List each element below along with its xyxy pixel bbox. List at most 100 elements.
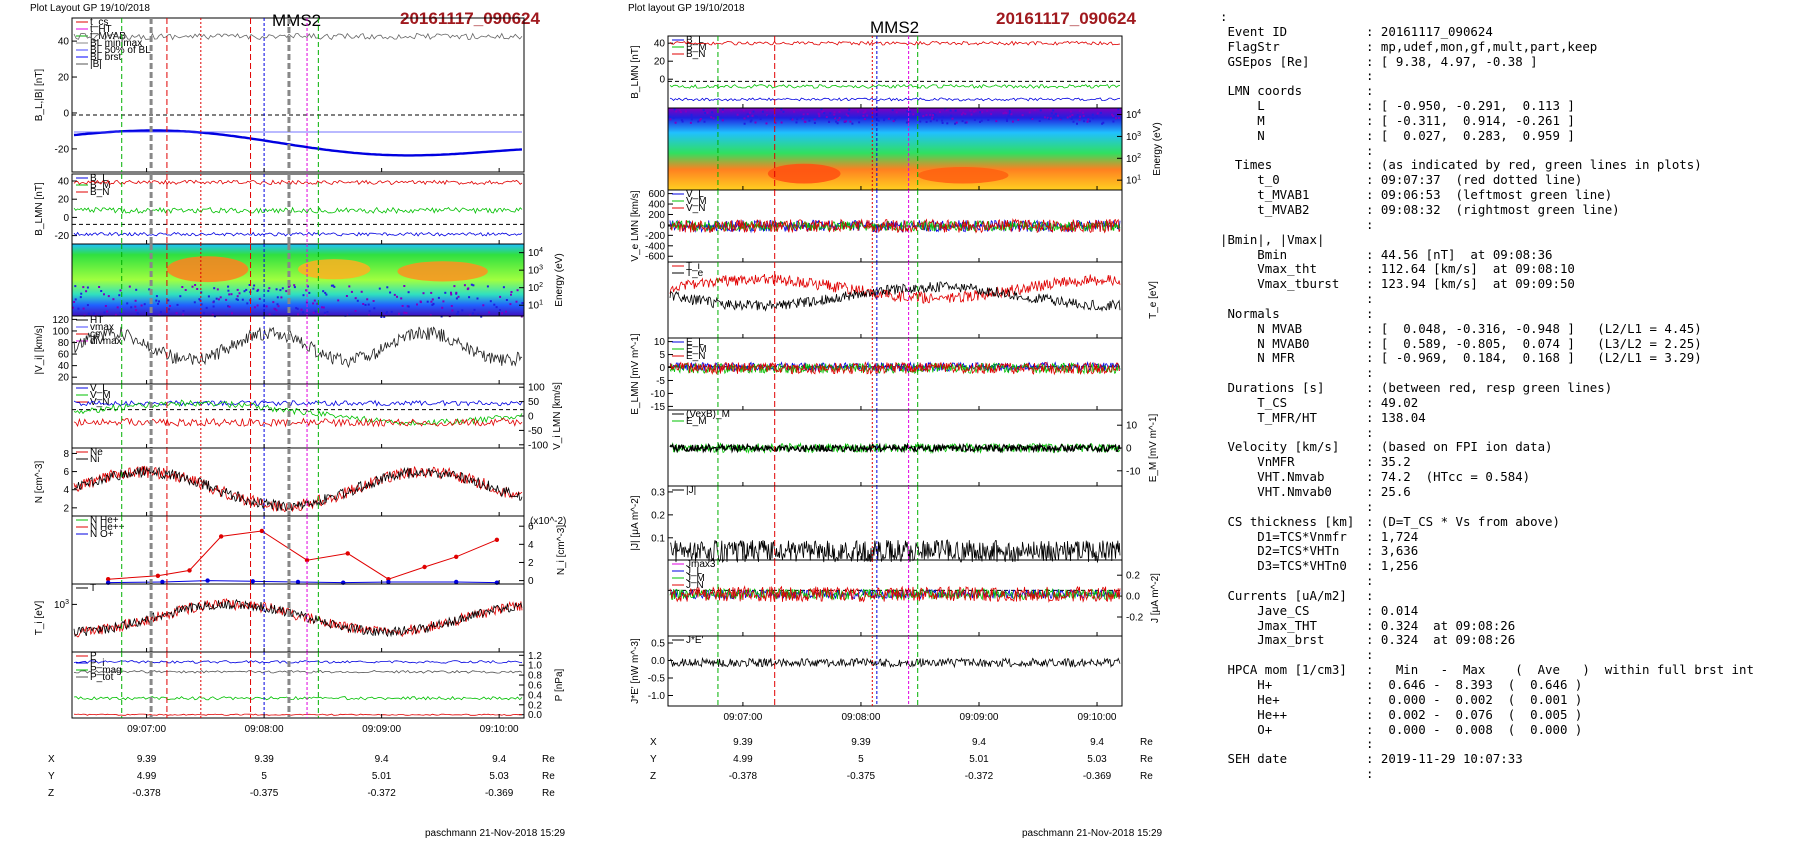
spectrogram-blob <box>917 167 1009 184</box>
info-key: Vmax_tburst <box>1220 276 1340 292</box>
y-tick-label: -100 <box>528 440 548 451</box>
spectrogram-speck <box>849 120 852 123</box>
spectrogram-speck <box>87 312 90 315</box>
y-tick-label: 80 <box>58 338 70 349</box>
spectrogram-speck <box>800 116 803 119</box>
legend-label: HT <box>90 315 103 326</box>
spectrogram-speck <box>721 108 724 111</box>
legend-label: B_N <box>686 49 705 60</box>
spectrogram-speck <box>749 120 752 123</box>
position-value: 9.39 <box>851 737 871 748</box>
spectrogram-speck <box>1099 111 1102 114</box>
spectrogram-speck <box>987 119 990 121</box>
spectrogram-speck <box>77 307 80 310</box>
spectrogram-speck <box>235 298 238 301</box>
legend-label: E_L <box>686 337 704 348</box>
info-key: Normals <box>1220 305 1280 321</box>
info-value: : 0.324 at 09:08:26 <box>1366 617 1516 633</box>
info-key: T_CS <box>1220 394 1288 410</box>
legend-label: B_M <box>686 42 707 53</box>
info-line: t_MVAB1: 09:06:53 (leftmost green line) <box>1220 187 1800 203</box>
info-line: N MVAB0: [ 0.589, -0.805, 0.074 ] (L3/L2… <box>1220 336 1800 352</box>
spectrogram-speck <box>333 285 336 288</box>
info-value: : 1,724 <box>1366 528 1419 544</box>
spectrogram-speck <box>804 120 807 123</box>
spectrogram-speck <box>510 293 512 296</box>
y-tick-label: -0.2 <box>1126 613 1144 624</box>
info-line: Bmin: 44.56 [nT] at 09:08:36 <box>1220 247 1800 263</box>
spectrogram-speck <box>126 302 129 305</box>
spectrogram-speck <box>1008 110 1011 113</box>
spectrogram-speck <box>981 111 984 114</box>
spectrogram-speck <box>950 114 953 117</box>
legend-label: P_i <box>90 658 104 669</box>
spectrogram-speck <box>373 307 376 310</box>
data-trace <box>669 361 1120 376</box>
spectrogram-speck <box>182 310 185 312</box>
info-line: He++: 0.002 - 0.076 ( 0.005 ) <box>1220 706 1800 723</box>
spectrogram-speck <box>330 284 333 287</box>
spectrogram-speck <box>1076 114 1079 117</box>
data-trace <box>73 179 523 186</box>
info-key: T_MFR/HT <box>1220 409 1317 425</box>
spectrogram-speck <box>236 295 239 298</box>
spectrogram-speck <box>1087 118 1090 121</box>
y-tick-label: 6 <box>528 522 534 533</box>
info-key: Jmax_brst <box>1220 632 1325 648</box>
spectrogram-speck <box>1053 114 1055 117</box>
position-row-label: Y <box>48 771 55 782</box>
data-trace <box>73 32 523 41</box>
spectrogram-speck <box>276 303 279 306</box>
y-axis-label: N [cm^-3] <box>34 461 45 504</box>
panel-frame <box>667 35 1123 109</box>
legend-label: cs <box>90 329 100 340</box>
info-line: Times: (as indicated by red, green lines… <box>1220 158 1800 173</box>
x-tick-label: 09:10:00 <box>1078 712 1117 723</box>
spectrogram-speck <box>332 284 335 287</box>
y-tick-label: 120 <box>52 315 69 326</box>
panel-1: 40 20 0 B_LMN [nT] B_LB_MB_N <box>630 35 1123 109</box>
panel-frame <box>71 651 525 719</box>
spectrogram-speck <box>312 311 315 314</box>
spectrogram-speck <box>678 109 681 112</box>
middle-header: Plot layout GP 19/10/2018 <box>628 3 745 14</box>
info-line: T_CS: 49.02 <box>1220 394 1800 411</box>
y-tick-label: 20 <box>654 57 666 68</box>
spectrogram-speck <box>267 289 270 292</box>
info-value: : [ 0.027, 0.283, 0.959 ] <box>1366 127 1575 143</box>
spectrogram-speck <box>847 112 850 115</box>
position-value: 9.39 <box>137 754 157 765</box>
info-key: He++ <box>1220 706 1288 722</box>
spectrogram-speck <box>697 120 700 123</box>
info-key: t_MVAB1 <box>1220 187 1310 203</box>
legend-label: |B| <box>90 59 102 70</box>
info-value: : (D=T_CS * Vs from above) <box>1366 513 1560 529</box>
legend-label: T_e <box>686 268 704 279</box>
spectrogram-speck <box>991 108 994 111</box>
legend-label: N O+ <box>90 529 114 540</box>
panel-9: 1.21.00.80.60.40.20.0 P [nPa] PP_iP_magP_t… <box>71 651 565 721</box>
spectrogram-speck <box>275 288 278 291</box>
info-line: |Bmin|, |Vmax| <box>1220 232 1800 248</box>
data-trace <box>73 417 523 428</box>
position-value: 4.99 <box>733 754 753 765</box>
spectrogram-speck <box>158 314 161 317</box>
spectrogram-speck <box>912 113 915 116</box>
spectrogram-speck <box>690 118 693 121</box>
position-value: 9.39 <box>733 737 753 748</box>
spectrogram-speck <box>179 295 182 298</box>
spectrogram-speck <box>931 118 934 121</box>
spectrogram-speck <box>672 117 675 120</box>
spectrogram-speck <box>925 120 928 123</box>
info-line: Velocity [km/s]: (based on FPI ion data) <box>1220 440 1800 455</box>
spectrogram-speck <box>243 290 246 293</box>
spectrogram-speck <box>219 296 222 299</box>
info-value: : (between red, resp green lines) <box>1366 380 1613 396</box>
position-value: 9.4 <box>1090 737 1104 748</box>
y-tick-label: 4 <box>528 540 534 551</box>
y-axis-label: E_M [mV m^-1] <box>1148 413 1159 482</box>
spectrogram-speck <box>396 295 398 298</box>
info-key: Vmax_tht <box>1220 261 1317 277</box>
spectrogram-speck <box>1102 121 1105 124</box>
